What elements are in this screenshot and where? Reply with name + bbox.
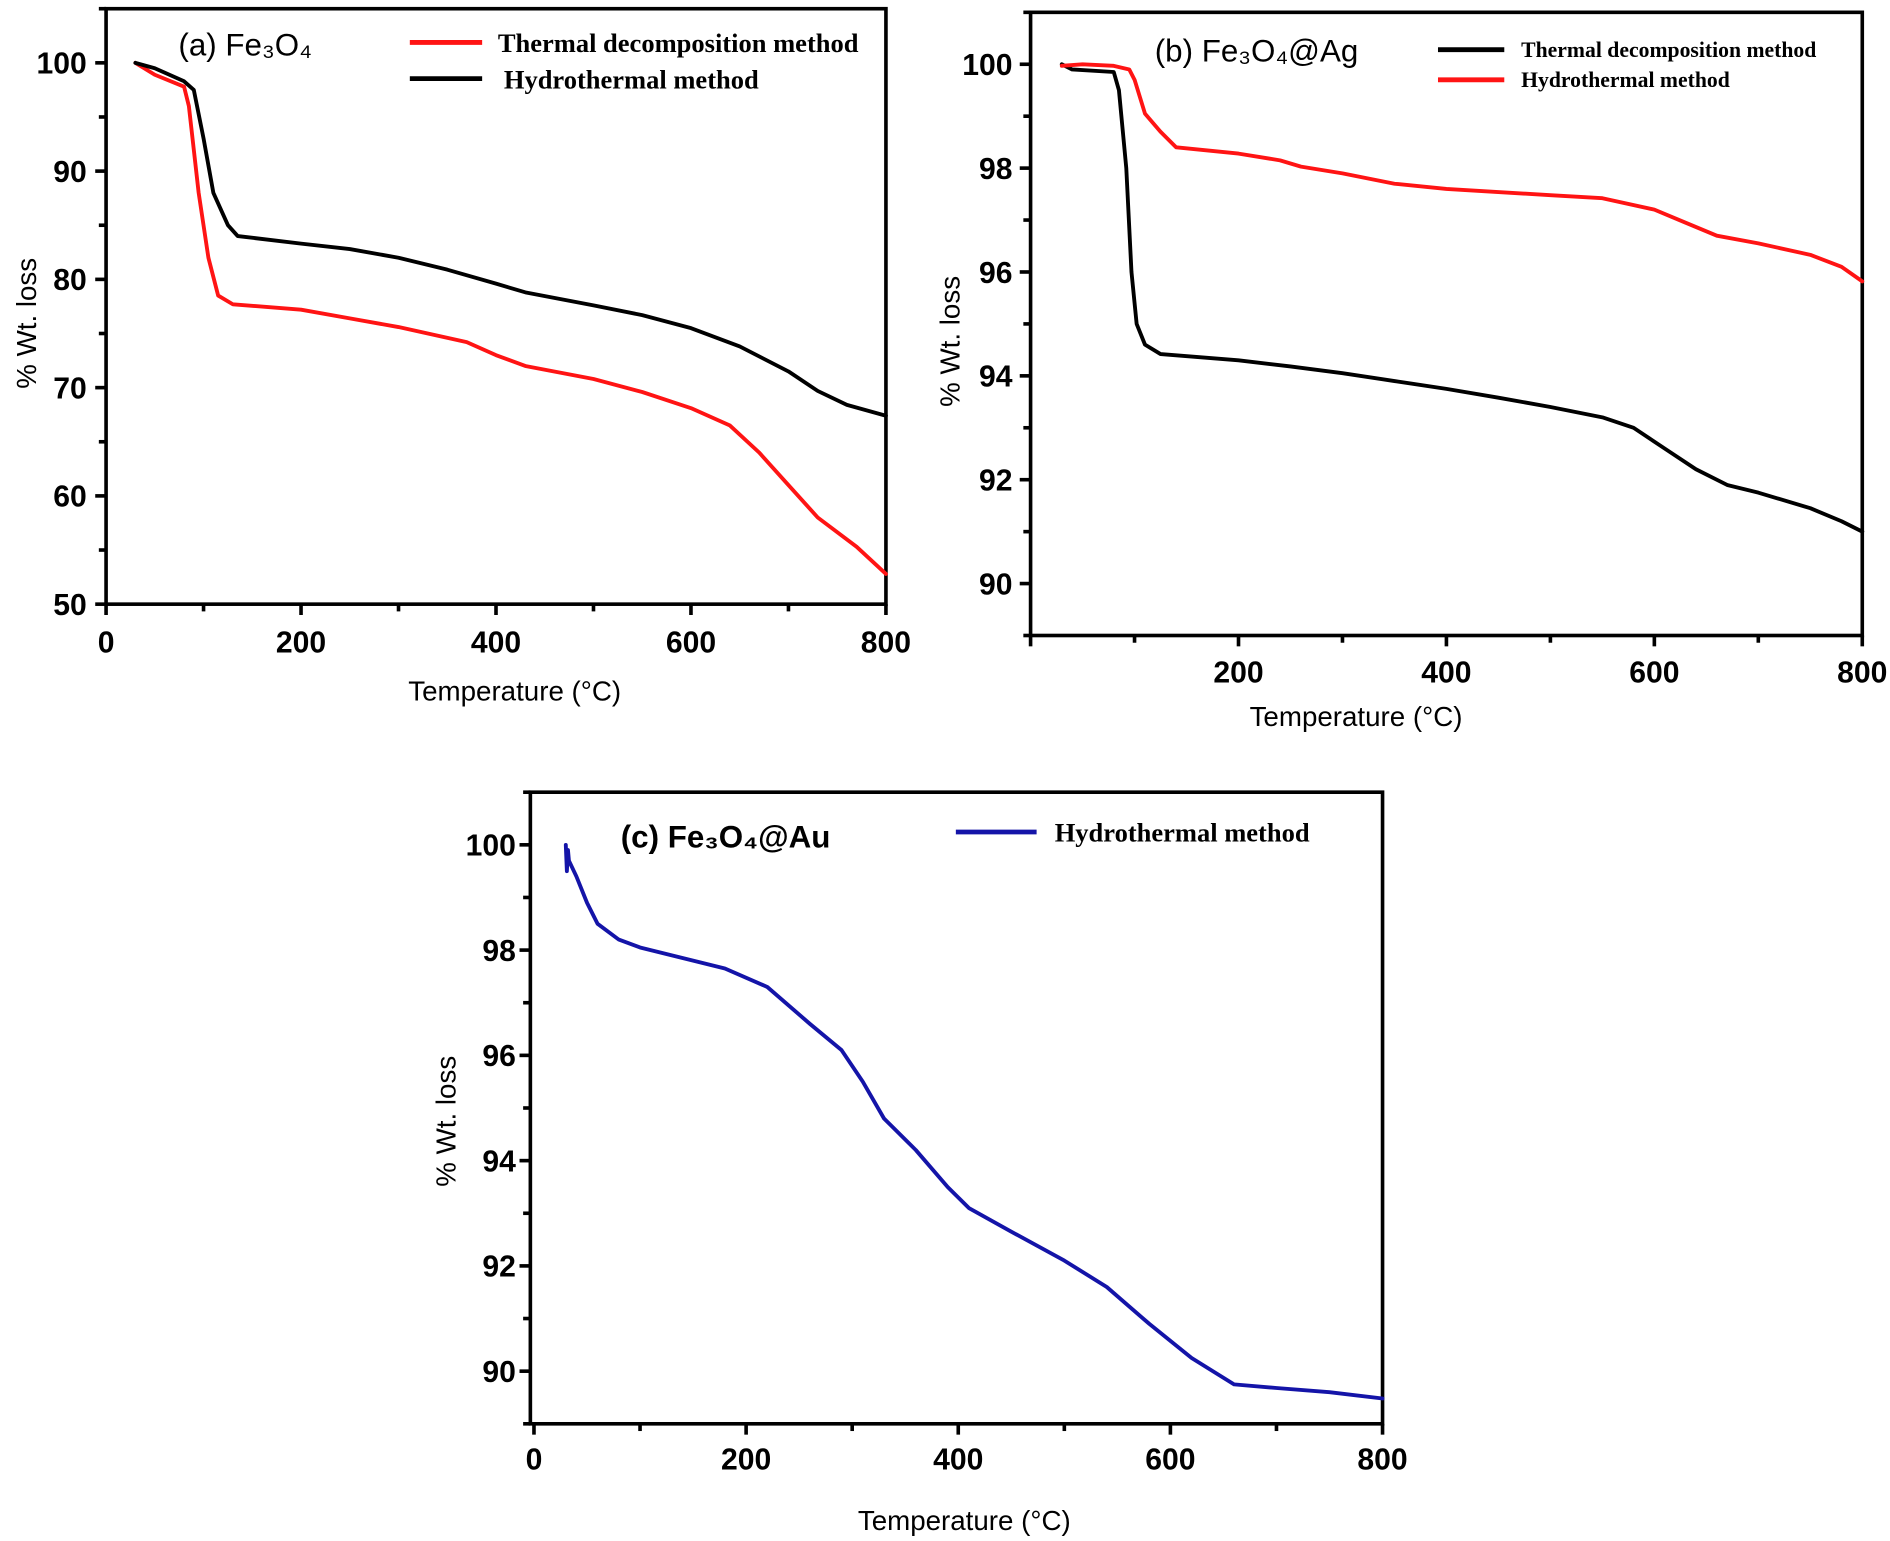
series-line-0 xyxy=(133,60,888,576)
y-tick-label: 94 xyxy=(979,361,1013,394)
series-line-1 xyxy=(1059,62,1865,284)
y-tick-label: 100 xyxy=(37,48,87,81)
y-tick-label: 96 xyxy=(979,257,1013,290)
x-axis-label: Temperature (°C) xyxy=(408,676,621,707)
plot-frame xyxy=(528,790,1385,1426)
series-line-0 xyxy=(563,842,1385,1401)
y-axis-label: % Wt. loss xyxy=(11,258,42,389)
x-tick-label: 200 xyxy=(721,1444,771,1477)
x-tick-label: 200 xyxy=(276,626,326,659)
chart-panel-c: 0 200 400 600 800 90 92 94 96 98 100 Temperature (°… xyxy=(431,790,1408,1536)
legend-label: Thermal decomposition method xyxy=(1521,38,1816,62)
y-tick-label: 90 xyxy=(53,156,87,189)
panel-title: (c) Fe₃O₄@Au xyxy=(621,820,831,855)
x-tick-label: 0 xyxy=(526,1444,543,1477)
x-tick-label: 600 xyxy=(666,626,716,659)
legend-label: Thermal decomposition method xyxy=(498,28,859,58)
x-tick-label: 400 xyxy=(933,1444,983,1477)
legend-label: Hydrothermal method xyxy=(1521,68,1730,92)
x-tick-label: 400 xyxy=(471,626,521,659)
y-tick-label: 50 xyxy=(53,589,87,622)
series-line-0 xyxy=(1059,62,1865,534)
plot-frame xyxy=(1028,10,1865,638)
y-axis-label: % Wt. loss xyxy=(934,276,965,407)
y-tick-label: 92 xyxy=(482,1251,516,1284)
y-tick-label: 60 xyxy=(53,481,87,514)
x-tick-label: 600 xyxy=(1145,1444,1195,1477)
series-line-1 xyxy=(133,60,888,418)
y-tick-label: 90 xyxy=(482,1356,516,1389)
x-tick-label: 400 xyxy=(1421,657,1471,690)
panel-title: (a) Fe₃O₄ xyxy=(178,28,311,63)
y-tick-label: 96 xyxy=(482,1040,516,1073)
legend-label: Hydrothermal method xyxy=(1055,818,1310,848)
y-tick-label: 80 xyxy=(53,264,87,297)
x-tick-label: 800 xyxy=(861,626,911,659)
y-tick-label: 94 xyxy=(482,1145,516,1178)
y-tick-label: 100 xyxy=(466,830,516,863)
y-tick-label: 70 xyxy=(53,372,87,405)
chart-panel-b: 200 400 600 800 90 92 94 96 98 100 Temperature (°C… xyxy=(934,10,1887,732)
legend-label: Hydrothermal method xyxy=(504,64,759,94)
y-axis-label: % Wt. loss xyxy=(431,1056,462,1187)
x-tick-label: 800 xyxy=(1357,1444,1407,1477)
chart-panel-a: 0 200 400 600 800 50 60 70 80 90 100 Temperature (°… xyxy=(11,6,911,707)
x-axis-label: Temperature (°C) xyxy=(1250,701,1463,732)
x-tick-label: 600 xyxy=(1629,657,1679,690)
y-tick-label: 92 xyxy=(979,465,1013,498)
x-tick-label: 200 xyxy=(1213,657,1263,690)
plot-frame xyxy=(104,6,888,606)
panel-title: (b) Fe₃O₄@Ag xyxy=(1155,34,1359,69)
y-tick-label: 90 xyxy=(979,568,1013,601)
x-axis-label: Temperature (°C) xyxy=(858,1505,1071,1536)
y-tick-label: 98 xyxy=(979,153,1013,186)
x-tick-label: 0 xyxy=(98,626,115,659)
x-tick-label: 800 xyxy=(1837,657,1887,690)
y-tick-label: 100 xyxy=(962,49,1012,82)
y-tick-label: 98 xyxy=(482,935,516,968)
